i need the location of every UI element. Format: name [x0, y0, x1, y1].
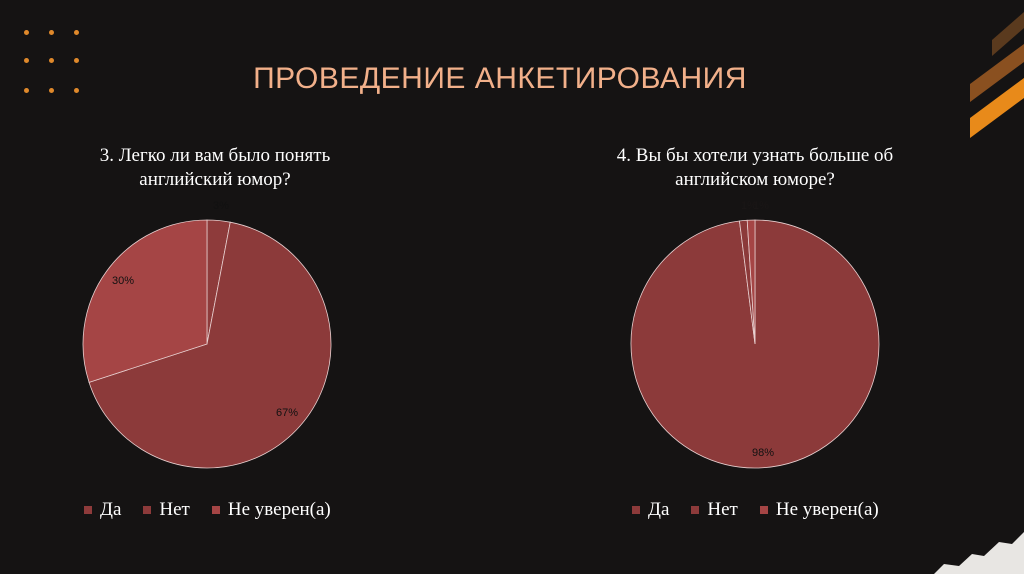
legend-label: Не уверен(а): [775, 499, 879, 520]
legend-label: Нет: [159, 499, 190, 520]
legend-item: Нет: [691, 499, 738, 521]
legend-item: Нет: [143, 499, 190, 521]
pie-slice-2: [88, 221, 332, 469]
chevron-arrows-icon: [970, 12, 1024, 138]
pie-data-label: 1%: [741, 200, 757, 212]
legend-item: Да: [84, 499, 121, 521]
pie-data-label: 3%: [213, 200, 229, 212]
pie-data-label: 1%: [753, 200, 769, 212]
pie-slice-3: [82, 219, 208, 383]
pie-data-label: 67%: [276, 407, 298, 419]
torn-paper-decoration: [934, 532, 1024, 574]
legend-label: Не уверен(а): [227, 499, 331, 520]
legend-swatch: [632, 506, 640, 514]
pie-chart-2: 98% 1%1%: [630, 200, 880, 469]
pie-slice-3: [746, 219, 756, 345]
legend-swatch: [691, 506, 700, 514]
chart-2-title: 4. Вы бы хотели узнать больше об английс…: [616, 145, 894, 190]
pie-chart-1: 3% 67% 30%: [82, 200, 332, 469]
chart-1-title: 3. Легко ли вам было понять английский ю…: [99, 145, 331, 190]
chart-2-legend: Да Нет Не уверен(а): [632, 499, 901, 521]
pie-data-label: 98%: [752, 447, 774, 459]
legend-label: Нет: [707, 499, 738, 520]
legend-label: Да: [100, 499, 122, 520]
legend-swatch: [759, 506, 768, 514]
legend-label: Да: [648, 499, 670, 520]
legend-swatch: [143, 506, 152, 514]
pie-data-label: 30%: [112, 275, 134, 287]
legend-swatch: [211, 506, 220, 514]
legend-item: Не уверен(а): [759, 499, 879, 521]
legend-item: Да: [632, 499, 669, 521]
chart-1-legend: Да Нет Не уверен(а): [84, 499, 353, 521]
legend-swatch: [84, 506, 92, 514]
dot-grid-decoration: [18, 26, 88, 96]
legend-item: Не уверен(а): [211, 499, 331, 521]
slide-title: ПРОВЕДЕНИЕ АНКЕТИРОВАНИЯ: [253, 62, 747, 95]
